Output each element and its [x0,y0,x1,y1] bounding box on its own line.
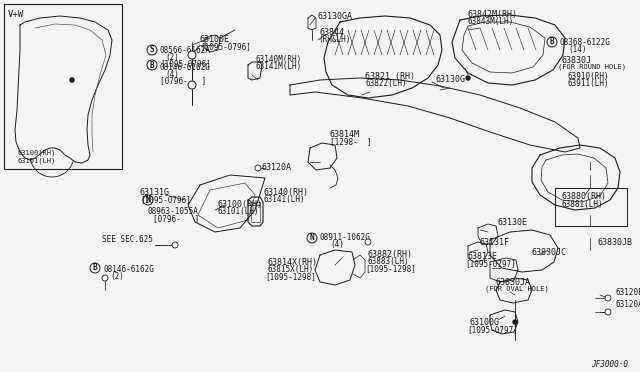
Text: V+W: V+W [8,10,24,19]
Text: [1095-0797]: [1095-0797] [467,325,518,334]
Text: (14): (14) [568,45,586,54]
Text: 63141M(LH): 63141M(LH) [255,62,301,71]
Text: B: B [93,263,97,273]
Circle shape [172,242,178,248]
Circle shape [605,309,611,315]
Text: 63911(LH): 63911(LH) [568,79,610,88]
Circle shape [102,275,108,281]
Text: 08146-6162G: 08146-6162G [103,265,154,274]
Text: 63813E: 63813E [468,252,498,261]
Circle shape [188,51,196,59]
Text: N: N [310,234,314,243]
Text: S: S [150,45,154,55]
Text: 63140(RH): 63140(RH) [264,188,309,197]
Text: 63120AA: 63120AA [616,300,640,309]
Text: 63881(LH): 63881(LH) [562,200,604,209]
Text: N: N [146,196,150,205]
Text: SEE SEC.625: SEE SEC.625 [102,235,153,244]
Text: (FOR OVAL HOLE): (FOR OVAL HOLE) [485,285,548,292]
Text: (2): (2) [110,272,124,281]
Text: 63814M: 63814M [330,130,360,139]
Text: 63815X(LH): 63815X(LH) [268,265,314,274]
Text: (RH&LH): (RH&LH) [318,35,350,44]
Text: 63140M(RH): 63140M(RH) [255,55,301,64]
Text: (2): (2) [165,53,179,62]
Text: 63100(RH): 63100(RH) [18,150,56,157]
Text: 08963-1055A: 08963-1055A [148,207,199,216]
Text: [0796-   ]: [0796- ] [153,214,199,223]
Text: [1298-  ]: [1298- ] [330,137,372,146]
Text: 63101(LH): 63101(LH) [18,158,56,164]
Text: 63822(LH): 63822(LH) [365,79,406,88]
Text: 08911-1062G: 08911-1062G [320,233,371,242]
Text: 63830J: 63830J [562,56,592,65]
Text: JF3000·0: JF3000·0 [591,360,628,369]
Bar [4,4,122,169]
Text: 63882(RH): 63882(RH) [368,250,413,259]
Text: 63843M(LH): 63843M(LH) [468,17,515,26]
Text: 63830JC: 63830JC [532,248,567,257]
Text: 63830JB: 63830JB [598,238,633,247]
Text: 63131F: 63131F [480,238,510,247]
Text: 63100E: 63100E [200,35,230,44]
Text: 63100(RH): 63100(RH) [218,200,263,209]
Text: [1095-1298]: [1095-1298] [265,272,316,281]
Text: 63883(LH): 63883(LH) [368,257,410,266]
Text: [1095-0796]: [1095-0796] [200,42,251,51]
Circle shape [255,165,261,171]
Text: [1095-0796]: [1095-0796] [160,59,211,68]
Text: 63141(LH): 63141(LH) [264,195,306,204]
Text: 63814X(RH): 63814X(RH) [268,258,318,267]
Circle shape [605,295,611,301]
Text: 63130G: 63130G [436,75,466,84]
Text: 63120A: 63120A [262,163,292,172]
Circle shape [513,320,517,324]
Text: [0796-   ]: [0796- ] [160,76,206,85]
Text: 63130GA: 63130GA [318,12,353,21]
Text: B: B [150,61,154,70]
Text: 63120E: 63120E [616,288,640,297]
Text: [1095-0797]: [1095-0797] [465,259,516,268]
Circle shape [70,78,74,82]
Text: 63830JA: 63830JA [495,278,530,287]
Circle shape [466,76,470,80]
Text: (4): (4) [165,70,179,79]
Text: 63844: 63844 [320,28,345,37]
Text: 08146-6162G: 08146-6162G [160,63,211,72]
Text: 08566-6162A: 08566-6162A [160,46,211,55]
Text: 63910(RH): 63910(RH) [568,72,610,81]
Text: 63131G: 63131G [140,188,170,197]
Text: 63880(RH): 63880(RH) [562,192,607,201]
Text: 08368-6122G: 08368-6122G [559,38,610,47]
Text: 63100G: 63100G [470,318,500,327]
Text: 63101(LH): 63101(LH) [218,207,260,216]
Circle shape [365,239,371,245]
Text: [1095-0796]: [1095-0796] [140,195,191,204]
Text: [1095-1298]: [1095-1298] [365,264,416,273]
Text: 63842M(RH): 63842M(RH) [468,10,518,19]
Text: 63130E: 63130E [498,218,528,227]
Text: (FOR ROUND HOLE): (FOR ROUND HOLE) [558,63,626,70]
Circle shape [188,81,196,89]
Text: 63821 (RH): 63821 (RH) [365,72,415,81]
Bar [555,188,627,226]
Text: B: B [550,38,554,46]
Text: (4): (4) [330,240,344,249]
